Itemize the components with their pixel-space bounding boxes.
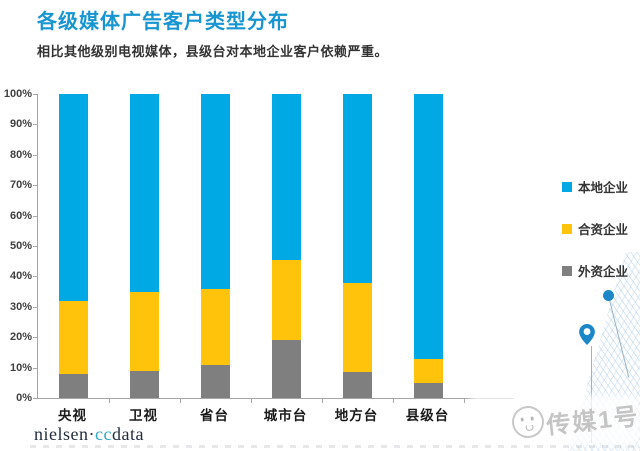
y-tick [33,154,37,156]
pin-stick-line [591,346,592,443]
y-tick [33,185,37,187]
y-tick [33,215,37,217]
y-tick-label: 50% [9,240,32,252]
bar-segment-合资企业 [130,291,159,371]
watermark-face-mouth [525,423,534,432]
bar-segment-外资企业 [414,382,443,398]
legend-swatch-icon [562,265,572,276]
page-title: 各级媒体广告客户类型分布 [37,11,289,33]
page-subtitle: 相比其他级别电视媒体，县级台对本地企业客户依赖严重。 [37,44,389,59]
bar-column-央视 [59,94,88,398]
x-category-label-城市台: 城市台 [263,408,308,423]
plot-area [33,94,514,403]
y-tick-label: 60% [9,209,32,222]
bar-segment-外资企业 [130,370,159,398]
bar-segment-本地企业 [272,94,301,260]
bar-column-省台 [201,94,230,398]
bar-segment-合资企业 [201,288,230,365]
bar-segment-本地企业 [201,94,230,289]
x-category-label-县级台: 县级台 [405,408,450,423]
legend-label: 本地企业 [578,181,629,195]
bar-segment-本地企业 [414,94,443,359]
y-tick-label: 100% [3,88,32,100]
y-tick [33,337,37,339]
y-tick [33,398,37,399]
x-category-label-卫视: 卫视 [129,408,158,423]
x-tick [109,399,110,403]
bar-column-县级台 [414,94,443,398]
y-tick [33,276,37,278]
x-tick [322,399,323,403]
y-axis-labels: 100% 90% 80% 70% 60% 50% 40% 30% 20% 10% 0% [0,88,32,404]
y-tick-label: 80% [9,148,32,161]
x-category-label-央视: 央视 [58,408,87,423]
watermark-face-eye [530,416,534,421]
legend: 本地企业合资企业外资企业 [562,177,628,303]
watermark-face-eye [520,417,524,422]
y-tick [33,124,37,126]
y-tick-label: 90% [9,118,32,131]
nielsen-ccdata-logo: nielsen·ccdata [34,424,144,445]
watermark-blur-patch [468,395,640,447]
y-tick [33,306,37,308]
bar-segment-本地企业 [343,94,372,283]
bar-segment-合资企业 [343,282,372,373]
bar-segment-本地企业 [59,94,88,301]
logo-part-cc: cc [95,424,112,444]
bar-segment-外资企业 [343,372,372,398]
y-tick [33,246,37,247]
legend-swatch-icon [562,181,572,192]
bar-column-城市台 [272,94,301,398]
legend-item-本地企业: 本地企业 [562,177,628,196]
bar-segment-合资企业 [272,259,301,341]
x-category-label-地方台: 地方台 [334,408,379,423]
x-tick [251,399,252,403]
y-tick-label: 0% [16,392,32,404]
x-tick [464,399,465,403]
legend-item-外资企业: 外资企业 [562,261,628,280]
bar-segment-外资企业 [59,373,88,398]
x-axis-labels: 央视 卫视 省台 城市台 地方台 县级台 [37,404,513,424]
y-tick-label: 20% [9,331,32,344]
logo-part-data: data [111,424,144,444]
legend-label: 外资企业 [578,265,629,279]
y-tick-label: 10% [9,361,32,374]
x-category-label-省台: 省台 [200,408,229,423]
bar-segment-外资企业 [201,364,230,398]
logo-part-nielsen: nielsen [34,424,89,444]
x-tick [393,399,394,403]
bar-column-卫视 [130,94,159,398]
bar-segment-外资企业 [272,340,301,398]
y-tick [33,367,37,369]
legend-item-合资企业: 合资企业 [562,219,628,238]
y-tick-label: 40% [9,270,32,283]
bar-column-地方台 [343,94,372,398]
y-tick-label: 30% [9,300,32,313]
legend-label: 合资企业 [578,223,629,237]
bar-segment-合资企业 [59,300,88,374]
bar-segment-本地企业 [130,94,159,292]
bar-segment-合资企业 [414,358,443,383]
blurred-caption-strip [30,445,640,448]
y-tick-label: 70% [9,179,32,192]
dot-marker-icon [603,290,614,301]
legend-swatch-icon [562,223,572,234]
logo-separator: · [88,424,95,444]
map-pin-icon [579,324,595,350]
y-tick [33,94,37,95]
x-tick [180,399,181,403]
